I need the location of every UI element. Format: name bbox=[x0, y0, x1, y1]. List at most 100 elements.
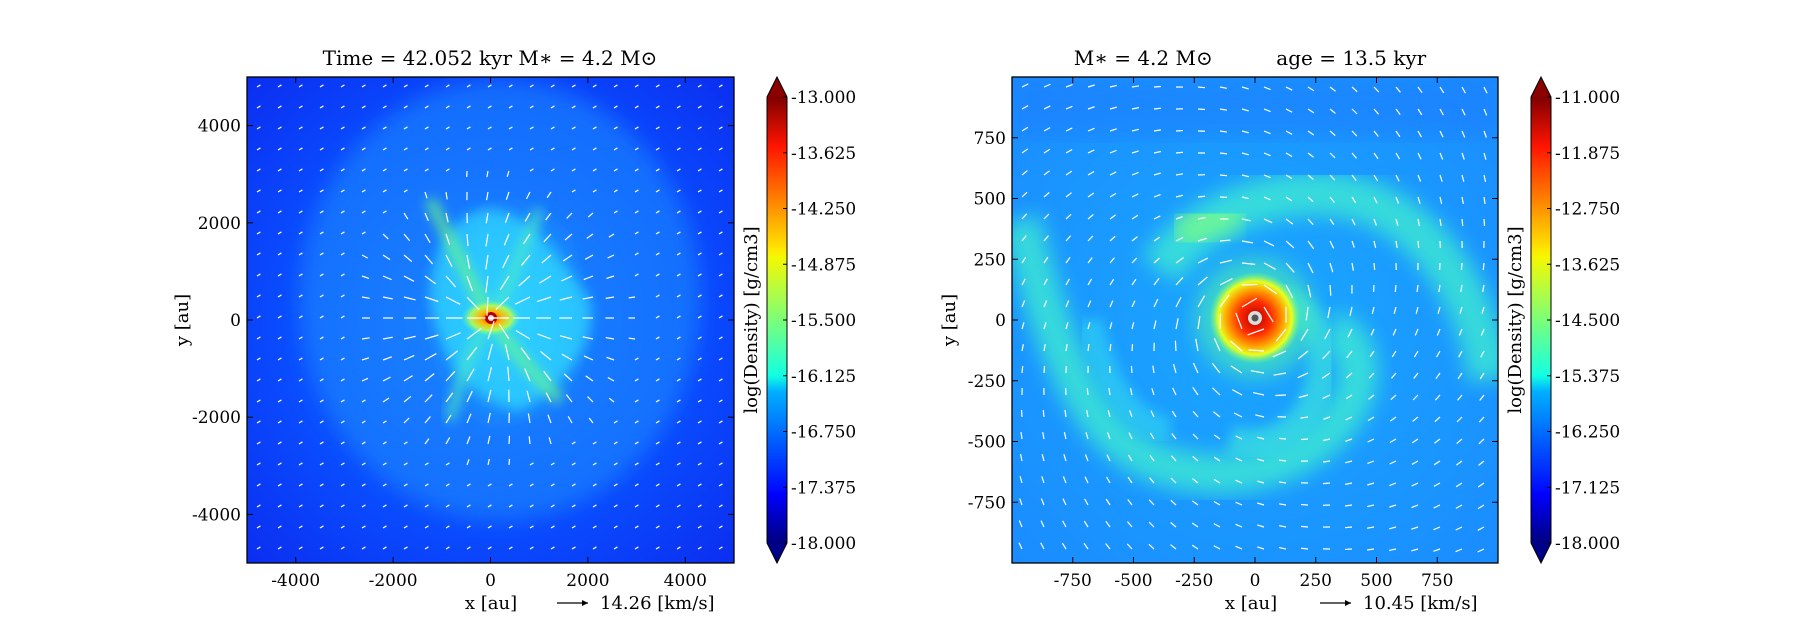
left-velocity-arrow bbox=[561, 353, 573, 361]
right-velocity-arrow bbox=[1323, 438, 1331, 442]
right-velocity-arrow bbox=[1065, 213, 1072, 220]
left-velocity-arrow bbox=[319, 462, 324, 466]
right-velocity-arrow bbox=[1480, 350, 1485, 358]
left-velocity-arrow bbox=[571, 504, 576, 508]
right-velocity-arrow bbox=[1263, 306, 1274, 323]
right-velocity-arrow bbox=[1461, 130, 1466, 138]
left-velocity-arrow bbox=[718, 210, 723, 214]
left-velocity-arrow bbox=[571, 189, 576, 193]
left-velocity-arrow bbox=[298, 483, 303, 487]
left-velocity-key-label: 14.26 [km/s] bbox=[600, 593, 715, 614]
right-velocity-arrow bbox=[1018, 520, 1023, 528]
left-velocity-arrow bbox=[547, 414, 552, 424]
right-velocity-arrow bbox=[1298, 394, 1309, 399]
right-velocity-arrow bbox=[1257, 458, 1265, 462]
left-xtick-label: 2000 bbox=[566, 571, 609, 591]
right-velocity-arrow bbox=[1021, 126, 1029, 132]
left-velocity-arrow bbox=[340, 504, 345, 508]
left-velocity-arrow bbox=[256, 273, 261, 277]
left-ytick-label: 2000 bbox=[198, 214, 241, 234]
right-velocity-arrow bbox=[1065, 127, 1073, 132]
left-velocity-arrow bbox=[319, 105, 324, 109]
left-velocity-arrow bbox=[298, 105, 303, 109]
left-velocity-arrow bbox=[256, 126, 261, 130]
left-velocity-arrow bbox=[340, 315, 345, 319]
right-velocity-arrow bbox=[1087, 322, 1091, 330]
left-velocity-arrow bbox=[466, 84, 471, 88]
right-velocity-arrow bbox=[1478, 438, 1485, 445]
left-velocity-arrow bbox=[403, 354, 415, 361]
left-velocity-arrow bbox=[361, 147, 366, 151]
left-velocity-arrow bbox=[613, 168, 618, 172]
left-velocity-arrow bbox=[634, 546, 639, 550]
left-velocity-arrow bbox=[361, 420, 366, 424]
right-velocity-arrow bbox=[1087, 106, 1095, 110]
left-velocity-arrow bbox=[485, 191, 489, 201]
right-velocity-arrow bbox=[1307, 262, 1314, 274]
left-velocity-arrow bbox=[403, 189, 408, 193]
right-velocity-arrow bbox=[1285, 196, 1293, 202]
left-velocity-arrow bbox=[697, 336, 702, 340]
left-velocity-arrow bbox=[466, 459, 470, 466]
right-velocity-arrow bbox=[1373, 262, 1376, 271]
right-velocity-arrow bbox=[1109, 106, 1117, 110]
left-colorbar-tick-label: -13.000 bbox=[791, 88, 856, 108]
right-velocity-arrow bbox=[1285, 86, 1293, 91]
left-velocity-arrow bbox=[445, 546, 450, 550]
left-ytick-label: 4000 bbox=[198, 117, 241, 137]
left-velocity-arrow bbox=[487, 366, 493, 382]
right-velocity-arrow bbox=[1175, 318, 1179, 330]
left-velocity-arrow bbox=[718, 168, 723, 172]
right-velocity-arrow bbox=[1455, 460, 1463, 466]
left-velocity-arrow bbox=[361, 483, 366, 487]
left-velocity-arrow bbox=[582, 296, 594, 300]
left-velocity-arrow bbox=[529, 525, 534, 529]
right-velocity-arrow bbox=[1040, 520, 1045, 528]
left-velocity-arrow bbox=[697, 378, 702, 382]
left-velocity-arrow bbox=[403, 417, 410, 424]
right-velocity-arrow bbox=[1148, 543, 1155, 550]
left-velocity-arrow bbox=[520, 254, 531, 266]
right-velocity-arrow bbox=[1131, 278, 1137, 286]
left-velocity-arrow bbox=[718, 231, 723, 235]
left-velocity-arrow bbox=[277, 315, 282, 319]
right-velocity-arrow bbox=[1411, 482, 1419, 487]
left-velocity-arrow bbox=[340, 399, 345, 403]
left-velocity-arrow bbox=[655, 441, 660, 445]
left-velocity-arrow bbox=[718, 399, 723, 403]
right-colorbar-tick-label: -12.750 bbox=[1555, 200, 1620, 220]
left-velocity-arrow bbox=[607, 254, 615, 259]
left-velocity-arrow bbox=[424, 296, 439, 303]
left-velocity-arrow bbox=[382, 462, 387, 466]
right-velocity-arrow bbox=[1131, 214, 1139, 220]
left-velocity-arrow bbox=[466, 525, 471, 529]
left-velocity-arrow bbox=[697, 315, 702, 319]
right-velocity-arrow bbox=[1395, 174, 1400, 182]
left-velocity-arrow bbox=[361, 504, 366, 508]
left-velocity-arrow bbox=[424, 84, 429, 88]
right-xtick-label: 750 bbox=[1421, 571, 1453, 591]
left-velocity-arrow bbox=[487, 458, 490, 466]
right-velocity-arrow bbox=[1170, 477, 1177, 484]
right-velocity-arrow bbox=[1197, 295, 1206, 308]
right-velocity-arrow bbox=[1455, 504, 1463, 509]
right-xtick-label: 0 bbox=[1250, 571, 1261, 591]
right-ytick-label: 750 bbox=[974, 129, 1006, 149]
right-velocity-arrow bbox=[1351, 174, 1357, 181]
right-velocity-arrow bbox=[1062, 520, 1067, 528]
left-velocity-arrow bbox=[605, 336, 615, 340]
left-velocity-arrow bbox=[340, 441, 345, 445]
left-velocity-arrow bbox=[361, 105, 366, 109]
right-velocity-arrow bbox=[1307, 218, 1314, 226]
left-velocity-arrow bbox=[445, 105, 450, 109]
right-velocity-arrow bbox=[1307, 108, 1315, 114]
right-velocity-arrow bbox=[1219, 277, 1233, 286]
left-velocity-arrow bbox=[340, 525, 345, 529]
right-velocity-arrow bbox=[1373, 218, 1378, 226]
left-velocity-arrow bbox=[466, 105, 471, 109]
left-velocity-arrow bbox=[676, 399, 681, 403]
right-velocity-arrow bbox=[1458, 350, 1463, 358]
left-colorbar-tick-label: -15.500 bbox=[791, 311, 856, 331]
right-velocity-arrow bbox=[1457, 394, 1463, 401]
right-velocity-arrow bbox=[1370, 328, 1375, 336]
